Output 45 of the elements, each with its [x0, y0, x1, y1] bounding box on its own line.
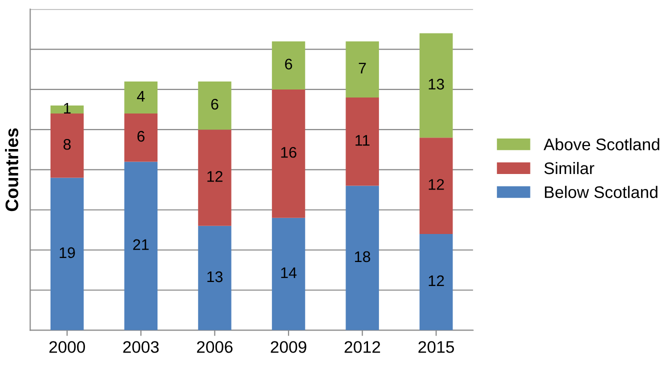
data-label: 12	[428, 275, 444, 286]
data-label: 7	[358, 62, 366, 74]
x-tick-label: 2009	[270, 341, 306, 353]
x-tick-label: 2003	[123, 341, 159, 353]
bar	[346, 41, 379, 98]
y-axis-title: Countries	[5, 128, 18, 212]
legend-label: Above Scotland	[544, 138, 660, 150]
data-label: 16	[281, 146, 296, 158]
bar	[272, 41, 306, 90]
bar	[346, 186, 379, 330]
data-label: 1	[64, 102, 71, 114]
x-tick-label: 2000	[49, 341, 85, 353]
bar	[50, 114, 84, 178]
data-label: 11	[356, 135, 370, 146]
bar	[50, 178, 84, 330]
bar	[420, 234, 453, 330]
data-label: 6	[137, 130, 144, 142]
bar	[198, 81, 232, 130]
bar	[198, 130, 232, 226]
x-tick-label: 2015	[418, 341, 454, 353]
bar	[124, 114, 158, 162]
data-label: 19	[60, 247, 75, 258]
bar	[420, 33, 453, 138]
data-label: 4	[137, 90, 145, 102]
bar	[272, 89, 306, 218]
bar	[124, 162, 158, 330]
data-label: 21	[133, 239, 149, 250]
data-label: 6	[285, 58, 292, 70]
x-tick-label: 2012	[344, 341, 380, 353]
legend-label: Below Scotland	[544, 186, 658, 198]
bar	[124, 81, 158, 114]
bar	[272, 218, 306, 330]
data-label: 13	[428, 78, 444, 90]
data-label: 12	[428, 179, 444, 190]
legend-label: Similar	[544, 162, 594, 174]
data-label: 6	[211, 98, 218, 110]
data-label: 13	[207, 271, 223, 282]
data-label: 18	[355, 251, 370, 262]
data-label: 12	[207, 171, 222, 182]
data-label: 14	[281, 268, 297, 278]
bar	[346, 98, 379, 186]
x-tick-label: 2006	[197, 341, 233, 353]
data-label: 8	[64, 138, 71, 150]
bar	[420, 138, 453, 234]
bar	[198, 226, 232, 330]
